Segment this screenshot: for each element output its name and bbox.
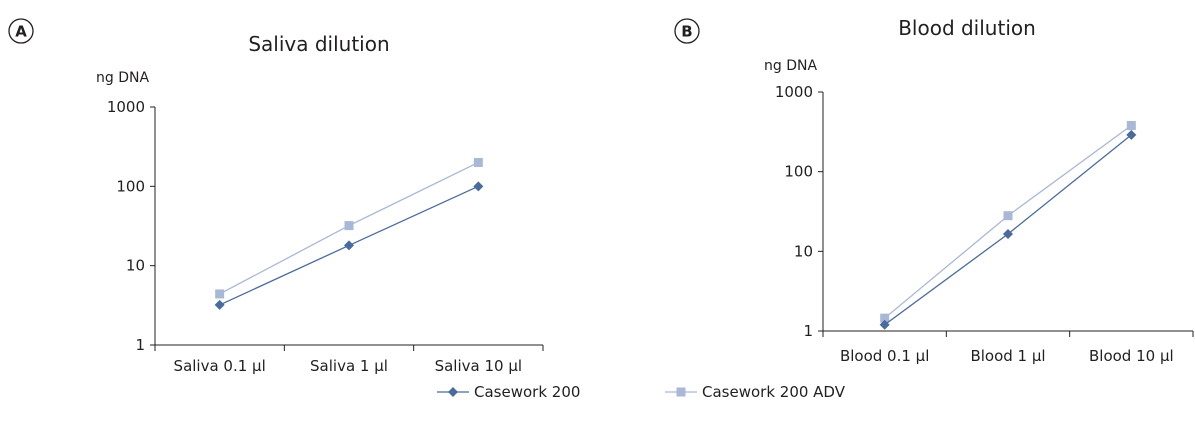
data-point-casework-200-adv-a: [344, 221, 354, 231]
x-tick-label-b: Blood 1 µl: [970, 347, 1045, 365]
y-axis-unit-label-a: ng DNA: [96, 70, 149, 86]
legend-label-casework-200: Casework 200: [474, 383, 580, 401]
chart-panel-a: A Saliva dilution ng DNA 1 10 100 1000 Saliv…: [8, 18, 544, 375]
y-tick-label-b: 1000: [775, 83, 813, 101]
chart-panel-b: B Blood dilution ng DNA 1 10 100 1000 Blood …: [674, 16, 1194, 365]
data-point-casework-200-a: [344, 240, 354, 251]
y-tick-label-b: 100: [784, 163, 813, 181]
chart-title-a: Saliva dilution: [248, 32, 389, 56]
data-point-casework-200-adv-a: [473, 157, 483, 167]
panel-badge-b: [674, 18, 700, 44]
x-tick-label-b: Blood 10 µl: [1089, 347, 1174, 365]
data-point-casework-200-a: [473, 181, 484, 192]
data-point-casework-200-b: [879, 319, 890, 330]
y-tick-label-a: 1: [135, 336, 145, 354]
data-point-casework-200-adv-a: [215, 289, 225, 299]
y-tick-label-b: 1: [803, 322, 813, 340]
y-tick-label-a: 100: [116, 177, 145, 195]
panel-label-b: B: [681, 23, 692, 41]
legend: Casework 200 Casework 200 ADV: [437, 383, 846, 401]
y-tick-label-a: 1000: [107, 98, 145, 116]
panel-badge-a: [8, 18, 34, 44]
legend-marker-casework-200-adv: [676, 387, 686, 397]
x-tick-label-a: Saliva 1 µl: [310, 357, 388, 375]
y-axis-unit-label-b: ng DNA: [764, 58, 817, 74]
legend-label-casework-200-adv: Casework 200 ADV: [702, 383, 846, 401]
y-tick-label-a: 10: [126, 257, 145, 275]
data-point-casework-200-b: [1126, 129, 1137, 140]
data-point-casework-200-a: [214, 299, 225, 310]
data-point-casework-200-adv-b: [1003, 211, 1013, 221]
x-tick-label-a: Saliva 0.1 µl: [174, 357, 266, 375]
x-tick-label-b: Blood 0.1 µl: [840, 347, 929, 365]
panel-label-a: A: [15, 23, 27, 41]
legend-marker-casework-200: [448, 387, 458, 397]
data-point-casework-200-adv-b: [880, 313, 890, 323]
x-tick-label-a: Saliva 10 µl: [435, 357, 522, 375]
data-point-casework-200-adv-b: [1126, 120, 1136, 130]
chart-title-b: Blood dilution: [898, 16, 1036, 40]
series-line-casework-200-adv-b: [884, 124, 1132, 319]
data-point-casework-200-b: [1003, 229, 1013, 240]
y-tick-label-b: 10: [794, 242, 813, 260]
